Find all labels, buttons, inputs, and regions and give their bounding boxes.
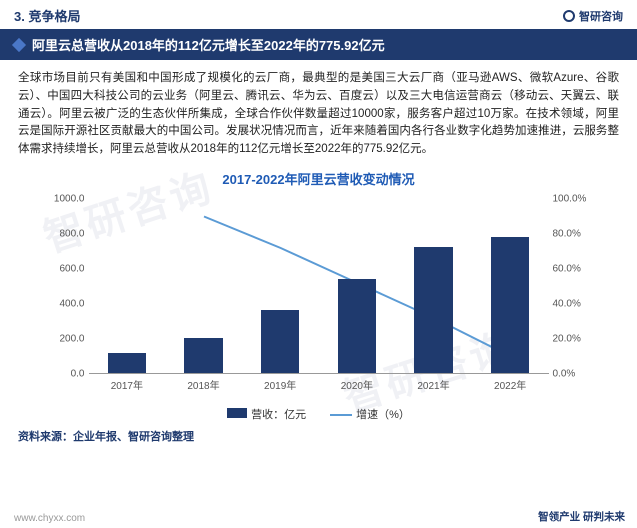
title-bar: 阿里云总营收从2018年的112亿元增长至2022年的775.92亿元 [0, 29, 637, 60]
chart: 0.0 200.0 400.0 600.0 800.0 1000.0 0.0% 20.0% 40… [39, 194, 599, 404]
y-left-tick: 800.0 [39, 229, 85, 240]
section-title: 3. 竞争格局 [14, 6, 80, 25]
chart-title: 2017-2022年阿里云营收变动情况 [0, 169, 637, 188]
x-tick: 2019年 [264, 377, 296, 392]
bar [414, 247, 452, 373]
legend-bar-label: 营收：亿元 [251, 409, 306, 421]
y-right-tick: 20.0% [553, 334, 599, 345]
line-layer [89, 199, 549, 373]
y-right-tick: 100.0% [553, 194, 599, 205]
y-left-tick: 200.0 [39, 334, 85, 345]
legend-bar: 营收：亿元 [227, 406, 306, 422]
bar [261, 310, 299, 373]
source: 资料来源：企业年报、智研咨询整理 [0, 422, 637, 444]
y-left-tick: 1000.0 [39, 194, 85, 205]
footer-slogan: 智领产业 研判未来 [538, 509, 625, 524]
legend: 营收：亿元 增速（%） [0, 406, 637, 422]
x-tick: 2017年 [111, 377, 143, 392]
bar [108, 353, 146, 373]
diamond-icon [12, 37, 26, 51]
y-left-tick: 400.0 [39, 299, 85, 310]
x-tick: 2020年 [341, 377, 373, 392]
bar [491, 237, 529, 373]
legend-line-label: 增速（%） [356, 409, 410, 421]
x-tick: 2022年 [494, 377, 526, 392]
body-paragraph: 全球市场目前只有美国和中国形成了规模化的云厂商，最典型的是美国三大云厂商（亚马逊… [0, 60, 637, 165]
legend-line-swatch [330, 414, 352, 416]
y-left-tick: 0.0 [39, 369, 85, 380]
y-right-tick: 80.0% [553, 229, 599, 240]
footer-url: www.chyxx.com [14, 513, 85, 524]
legend-line: 增速（%） [330, 406, 410, 422]
bar [184, 338, 222, 373]
x-tick: 2021年 [417, 377, 449, 392]
title-text: 阿里云总营收从2018年的112亿元增长至2022年的775.92亿元 [32, 35, 385, 54]
y-right-tick: 40.0% [553, 299, 599, 310]
plot-area [89, 199, 549, 374]
brand: 智研咨询 [563, 8, 623, 24]
y-right-tick: 60.0% [553, 264, 599, 275]
y-left-tick: 600.0 [39, 264, 85, 275]
brand-icon [563, 10, 575, 22]
legend-bar-swatch [227, 408, 247, 418]
brand-text: 智研咨询 [579, 8, 623, 24]
bar [338, 279, 376, 374]
header: 3. 竞争格局 智研咨询 [0, 0, 637, 29]
x-tick: 2018年 [187, 377, 219, 392]
y-right-tick: 0.0% [553, 369, 599, 380]
